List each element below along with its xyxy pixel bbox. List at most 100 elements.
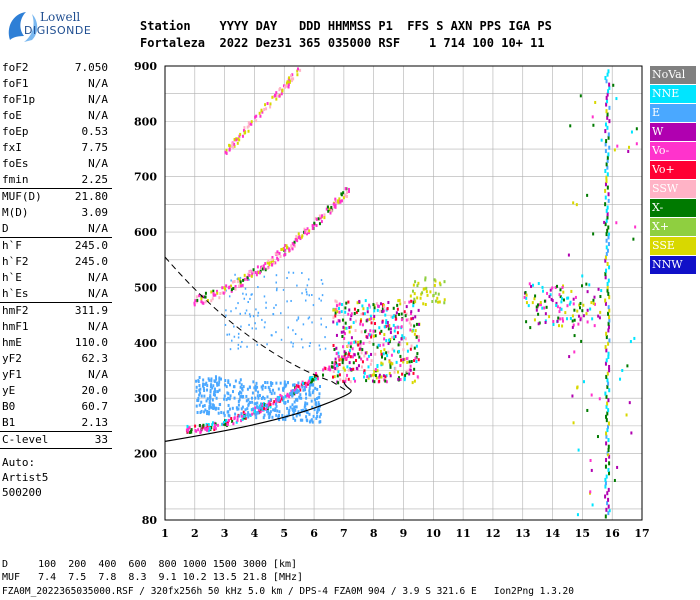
echo-mark (374, 334, 377, 338)
echo-mark (287, 80, 290, 84)
echo-mark (382, 343, 385, 347)
echo-mark (369, 329, 372, 333)
echo-mark (389, 374, 392, 378)
echo-mark (267, 385, 270, 389)
echo-mark (363, 369, 366, 373)
echo-mark (296, 398, 299, 402)
echo-mark (210, 426, 213, 430)
echo-mark (249, 297, 251, 300)
echo-mark (232, 385, 235, 389)
echo-mark (293, 400, 296, 404)
echo-mark (437, 292, 440, 296)
echo-mark (612, 83, 615, 87)
echo-mark (413, 359, 416, 363)
echo-mark (411, 289, 414, 293)
echo-mark (199, 411, 202, 415)
echo-mark (307, 380, 310, 384)
echo-mark (284, 244, 287, 248)
echo-mark (561, 317, 564, 321)
echo-mark (359, 346, 362, 350)
x-tick-label: 1 (161, 527, 169, 540)
echo-mark (327, 367, 330, 371)
echo-mark (608, 145, 611, 150)
echo-mark (348, 326, 351, 330)
echo-mark (247, 398, 250, 402)
echo-mark (225, 423, 228, 427)
echo-mark (607, 497, 610, 502)
echo-mark (380, 375, 383, 379)
echo-mark (229, 383, 232, 387)
echo-mark (346, 191, 349, 195)
echo-mark (286, 300, 288, 303)
echo-mark (258, 394, 261, 398)
echo-mark (363, 312, 366, 316)
echo-mark (604, 514, 607, 519)
param-row-h-f: h`F 245.0 (0, 237, 112, 254)
echo-mark (249, 385, 252, 389)
echo-mark (256, 410, 259, 414)
echo-mark (552, 322, 555, 326)
echo-mark (279, 87, 282, 91)
echo-mark (297, 389, 300, 393)
echo-mark (207, 377, 210, 381)
echo-mark (257, 286, 259, 289)
echo-mark (204, 295, 207, 299)
echo-mark (531, 301, 534, 305)
echo-mark (227, 396, 230, 400)
echo-mark (196, 298, 199, 302)
echo-mark (296, 69, 299, 73)
echo-mark (619, 377, 622, 381)
echo-mark (227, 418, 230, 422)
echo-mark (342, 191, 345, 195)
echo-mark (345, 301, 348, 305)
echo-mark (271, 415, 274, 419)
echo-mark (266, 395, 269, 399)
echo-mark (223, 413, 226, 417)
echo-mark (295, 384, 298, 388)
echo-mark (439, 283, 442, 287)
echo-mark (390, 353, 393, 357)
echo-mark (337, 351, 340, 355)
echo-mark (290, 79, 293, 83)
echo-mark (294, 405, 297, 409)
echo-mark (246, 413, 249, 417)
echo-mark (372, 303, 375, 307)
echo-mark (275, 91, 278, 95)
echo-mark (387, 324, 390, 328)
echo-mark (353, 340, 356, 344)
echo-mark (278, 251, 281, 255)
echo-mark (228, 414, 231, 418)
echo-mark (360, 365, 363, 369)
echo-mark (277, 258, 280, 262)
echo-mark (335, 300, 338, 304)
x-tick-label: 7 (340, 527, 348, 540)
echo-mark (437, 300, 440, 304)
echo-mark (605, 374, 608, 379)
echo-mark (576, 513, 579, 517)
echo-mark (309, 393, 312, 397)
echo-mark (385, 321, 388, 325)
echo-mark (599, 295, 602, 299)
echo-mark (266, 343, 268, 346)
echo-mark (269, 402, 272, 406)
echo-mark (275, 274, 278, 277)
echo-mark (306, 402, 309, 406)
echo-mark (316, 408, 319, 412)
echo-mark (397, 377, 400, 381)
echo-mark (270, 392, 273, 396)
echo-mark (266, 102, 269, 106)
y-tick-label: 300 (134, 392, 157, 405)
echo-mark (364, 299, 367, 303)
echo-mark (254, 115, 257, 119)
echo-mark (251, 327, 254, 330)
echo-mark (354, 319, 357, 323)
echo-mark (353, 311, 356, 315)
echo-mark (608, 388, 611, 393)
echo-mark (537, 322, 540, 326)
echo-mark (194, 424, 197, 428)
echo-mark (292, 383, 295, 387)
echo-mark (204, 408, 207, 412)
echo-mark (207, 429, 210, 433)
echo-mark (337, 355, 340, 359)
echo-mark (424, 278, 427, 282)
